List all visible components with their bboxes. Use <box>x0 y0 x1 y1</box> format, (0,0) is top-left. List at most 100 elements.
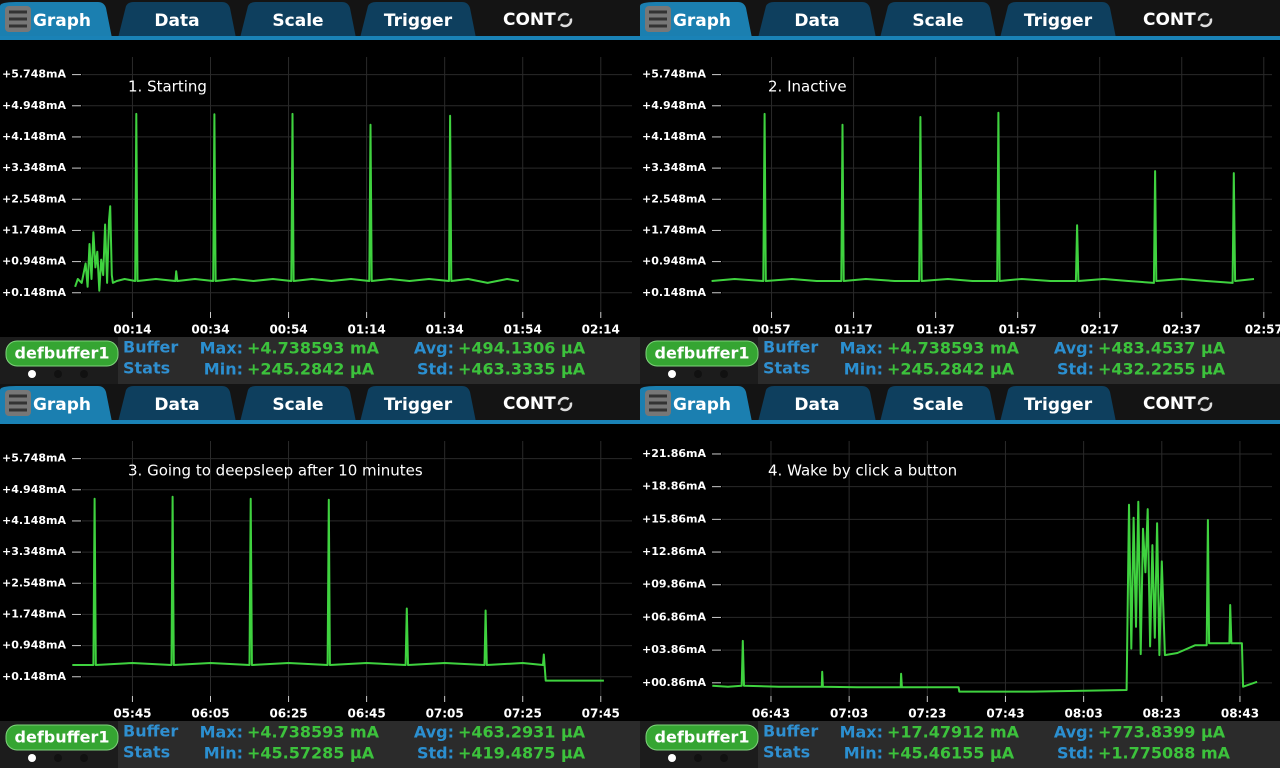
menu-bar <box>9 408 27 412</box>
y-tick-label: +3.348mA <box>2 161 66 174</box>
cont-icon[interactable] <box>557 12 573 28</box>
tab-label[interactable]: Graph <box>33 11 91 31</box>
tab-label[interactable]: Scale <box>272 395 323 415</box>
tab[interactable] <box>118 386 236 422</box>
tab-label[interactable]: Data <box>794 11 839 31</box>
stat-value: +4.738593 mA <box>247 723 380 742</box>
y-tick-label: +2.548mA <box>2 192 66 205</box>
y-tick-label: +4.948mA <box>642 99 706 112</box>
tab[interactable] <box>360 2 476 38</box>
tab[interactable] <box>880 386 996 422</box>
stat-value: +245.2842 µA <box>887 360 1015 379</box>
annotation: 2. Inactive <box>768 78 847 96</box>
y-tick-label: +5.748mA <box>2 452 66 465</box>
page-dot <box>668 370 676 378</box>
buffer-name[interactable]: defbuffer1 <box>15 728 110 747</box>
stat-value: +17.47912 mA <box>887 723 1020 742</box>
stat-value: +773.8399 µA <box>1098 723 1226 742</box>
cont-label[interactable]: CONT <box>1143 10 1196 30</box>
panel: Graph Data Scale Trigger CONT +0.148mA +0.948m… <box>0 0 640 384</box>
tab[interactable] <box>360 386 476 422</box>
y-tick-label: +18.86mA <box>642 480 706 493</box>
x-tick-label: 00:14 <box>113 323 151 337</box>
stat-label: Max: <box>840 723 883 742</box>
tab-label[interactable]: Graph <box>33 395 91 415</box>
tab-label[interactable]: Trigger <box>384 11 453 31</box>
page-dot <box>694 754 702 762</box>
stat-label: Min: <box>204 744 243 763</box>
stats-title: Buffer <box>123 338 178 357</box>
menu-icon[interactable] <box>5 6 31 32</box>
tab-label[interactable]: Scale <box>912 11 963 31</box>
y-tick-label: +3.348mA <box>642 161 706 174</box>
y-tick-label: +0.148mA <box>2 670 66 683</box>
y-tick-label: +4.948mA <box>2 483 66 496</box>
tab-label[interactable]: Data <box>154 11 199 31</box>
stat-value: +4.738593 mA <box>247 339 380 358</box>
buffer-name[interactable]: defbuffer1 <box>655 344 750 363</box>
buffer-name[interactable]: defbuffer1 <box>655 728 750 747</box>
menu-icon[interactable] <box>645 6 671 32</box>
tab[interactable] <box>880 2 996 38</box>
y-tick-label: +00.86mA <box>642 676 706 689</box>
tab-label[interactable]: Trigger <box>384 395 453 415</box>
buffer-pill[interactable] <box>5 724 119 751</box>
page-dot <box>28 370 36 378</box>
tab-label[interactable]: Scale <box>272 11 323 31</box>
y-tick-label: +3.348mA <box>2 545 66 558</box>
panel: Graph Data Scale Trigger CONT +0.148mA +0.948m… <box>0 384 640 768</box>
x-tick-label: 00:34 <box>191 323 229 337</box>
cont-icon[interactable] <box>1197 12 1213 28</box>
cont-icon[interactable] <box>557 396 573 412</box>
tab-label[interactable]: Data <box>794 395 839 415</box>
buffer-pill[interactable] <box>5 340 119 367</box>
y-tick-label: +06.86mA <box>642 610 706 623</box>
y-tick-label: +09.86mA <box>642 578 706 591</box>
tab-label[interactable]: Graph <box>673 11 731 31</box>
stat-value: +483.4537 µA <box>1098 339 1226 358</box>
x-tick-label: 07:43 <box>986 707 1024 721</box>
x-tick-label: 02:57 <box>1245 323 1280 337</box>
stat-label: Min: <box>844 360 883 379</box>
stat-label: Min: <box>204 360 243 379</box>
x-tick-label: 06:43 <box>752 707 790 721</box>
tab[interactable] <box>240 386 356 422</box>
stats-title: Buffer <box>123 722 178 741</box>
cont-label[interactable]: CONT <box>503 10 556 30</box>
page-dot <box>668 754 676 762</box>
tab[interactable] <box>1000 386 1116 422</box>
cont-label[interactable]: CONT <box>503 394 556 414</box>
x-tick-label: 01:54 <box>504 323 542 337</box>
tab[interactable] <box>1000 2 1116 38</box>
cont-icon[interactable] <box>1197 396 1213 412</box>
buffer-pill[interactable] <box>645 724 759 751</box>
y-tick-label: +03.86mA <box>642 643 706 656</box>
cont-label[interactable]: CONT <box>1143 394 1196 414</box>
annotation: 3. Going to deepsleep after 10 minutes <box>128 462 423 480</box>
menu-icon[interactable] <box>645 390 671 416</box>
tab-label[interactable]: Trigger <box>1024 395 1093 415</box>
x-tick-label: 07:23 <box>908 707 946 721</box>
y-tick-label: +2.548mA <box>2 576 66 589</box>
tab-label[interactable]: Graph <box>673 395 731 415</box>
stat-label: Min: <box>844 744 883 763</box>
stat-label: Max: <box>200 723 243 742</box>
tab[interactable] <box>118 2 236 38</box>
tab-label[interactable]: Data <box>154 395 199 415</box>
stats-title: Stats <box>763 743 810 762</box>
y-tick-label: +1.748mA <box>2 223 66 236</box>
tab-label[interactable]: Trigger <box>1024 11 1093 31</box>
tab-label[interactable]: Scale <box>912 395 963 415</box>
menu-bar <box>9 17 27 21</box>
tab[interactable] <box>758 2 876 38</box>
stat-value: +1.775088 mA <box>1098 744 1231 763</box>
buffer-name[interactable]: defbuffer1 <box>15 344 110 363</box>
tab[interactable] <box>240 2 356 38</box>
menu-icon[interactable] <box>5 390 31 416</box>
tab[interactable] <box>758 386 876 422</box>
menu-bar <box>649 17 667 21</box>
y-tick-label: +0.948mA <box>642 255 706 268</box>
stats-title: Stats <box>123 743 170 762</box>
buffer-pill[interactable] <box>645 340 759 367</box>
